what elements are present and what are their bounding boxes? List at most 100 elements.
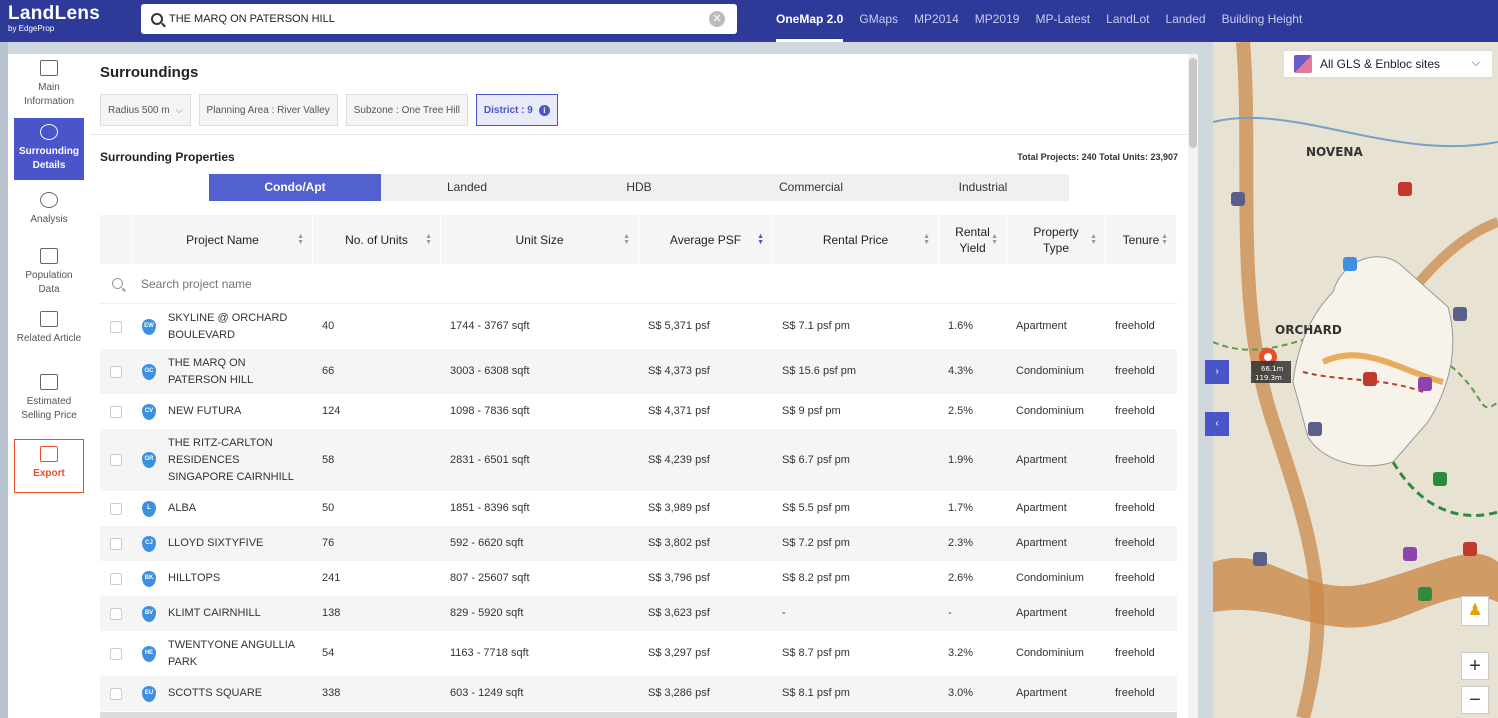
sort-icon[interactable]: ▲ ▼: [297, 232, 304, 246]
tab-mp2019[interactable]: MP2019: [974, 12, 1020, 26]
tab-mp2014[interactable]: MP2014: [914, 12, 959, 26]
clear-icon[interactable]: ✕: [709, 11, 725, 27]
table-row[interactable]: EW SKYLINE @ ORCHARD BOULEVARD 40 1744 - 37…: [100, 304, 1177, 349]
project-name[interactable]: ALBA: [168, 502, 197, 514]
pegman-icon[interactable]: ♟: [1461, 596, 1489, 626]
sort-icon[interactable]: ▲ ▼: [991, 232, 998, 246]
layer-dropdown[interactable]: All GLS & Enbloc sites ⌵: [1283, 50, 1493, 78]
nav-estimated-selling-price[interactable]: Estimated Selling Price: [14, 374, 84, 423]
table-row[interactable]: GC THE MARQ ON PATERSON HILL 66 3003 - 6308…: [100, 349, 1177, 394]
tab-hdb[interactable]: HDB: [626, 180, 652, 194]
nav-population-data[interactable]: Population Data: [14, 248, 84, 297]
row-checkbox[interactable]: [110, 537, 122, 550]
nav-label: Related Article: [16, 333, 82, 344]
tenure-cell: freehold: [1115, 365, 1155, 377]
property-type-cell: Apartment: [1016, 687, 1067, 699]
project-name[interactable]: SKYLINE @ ORCHARD BOULEVARD: [168, 311, 288, 341]
tab-condo-apt[interactable]: Condo/Apt: [209, 174, 381, 201]
unit-size-cell: 1098 - 7836 sqft: [450, 405, 530, 417]
row-checkbox[interactable]: [110, 687, 122, 700]
project-name[interactable]: NEW FUTURA: [168, 405, 242, 417]
rental-price-cell: S$ 6.7 psf pm: [782, 453, 850, 466]
table-row[interactable]: EU SCOTTS SQUARE 338 603 - 1249 sqft S$ 3,28…: [100, 676, 1177, 711]
table-row[interactable]: CJ LLOYD SIXTYFIVE 76 592 - 6620 sqft S$ 3,8…: [100, 526, 1177, 561]
row-checkbox[interactable]: [110, 647, 122, 660]
select-cell: [100, 454, 133, 466]
search-bar[interactable]: THE MARQ ON PATERSON HILL ✕: [141, 4, 737, 34]
unit-size-cell: 2831 - 6501 sqft: [450, 453, 530, 466]
logo[interactable]: LandLens by EdgeProp: [8, 4, 100, 34]
info-icon[interactable]: i: [538, 104, 550, 116]
header-unit-size[interactable]: Unit Size ▲ ▼: [441, 215, 639, 264]
project-name[interactable]: SCOTTS SQUARE: [168, 687, 263, 699]
project-name[interactable]: HILLTOPS: [168, 572, 221, 584]
header-rental-yield[interactable]: Rental Yield ▲ ▼: [939, 215, 1007, 264]
nav-main-information[interactable]: Main Information: [14, 60, 84, 109]
location-pin-icon: GC: [142, 363, 156, 380]
table-row[interactable]: HE TWENTYONE ANGULLIA PARK 54 1163 - 7718 s…: [100, 631, 1177, 676]
project-name[interactable]: THE RITZ-CARLTON RESIDENCES SINGAPORE CA…: [168, 436, 294, 483]
row-checkbox[interactable]: [110, 502, 122, 515]
project-name[interactable]: LLOYD SIXTYFIVE: [168, 537, 264, 549]
logo-sub: by EdgeProp: [8, 24, 55, 33]
units-cell: 66: [322, 365, 335, 377]
project-name[interactable]: THE MARQ ON PATERSON HILL: [168, 356, 254, 386]
header-label: Rental Price: [822, 232, 889, 247]
nav-analysis[interactable]: Analysis: [14, 192, 84, 227]
header-rental-price[interactable]: Rental Price ▲ ▼: [773, 215, 939, 264]
average-psf-cell: S$ 4,371 psf: [648, 405, 710, 417]
tab-landed[interactable]: Landed: [1165, 12, 1206, 26]
header-tenure[interactable]: Tenure ▲ ▼: [1106, 215, 1177, 264]
units-cell: 50: [322, 502, 335, 514]
sort-icon[interactable]: ▲ ▼: [1090, 232, 1097, 246]
map-canvas[interactable]: NOVENA ORCHARD 66.1m 119.3m: [1213, 42, 1498, 718]
nav-surrounding-details[interactable]: Surrounding Details: [14, 118, 84, 180]
sort-icon[interactable]: ▲ ▼: [1161, 232, 1168, 246]
zoom-out-button[interactable]: −: [1461, 686, 1489, 714]
table-row[interactable]: GR THE RITZ-CARLTON RESIDENCES SINGAPORE …: [100, 429, 1177, 491]
tab-landlot[interactable]: LandLot: [1106, 12, 1150, 26]
panel-expand-toggle[interactable]: ›: [1205, 360, 1229, 384]
measure-width: 66.1m: [1261, 365, 1284, 373]
sort-icon[interactable]: ▲ ▼: [425, 232, 432, 246]
tab-commercial[interactable]: Commercial: [778, 180, 843, 194]
nav-related-article[interactable]: Related Article: [14, 311, 84, 346]
sort-icon[interactable]: ▲ ▼: [623, 232, 630, 246]
sort-active-icon[interactable]: ▲ ▼: [757, 232, 764, 246]
header-property-type[interactable]: Property Type ▲ ▼: [1007, 215, 1106, 264]
scrollbar-thumb[interactable]: [1189, 58, 1197, 148]
header-units[interactable]: No. of Units ▲ ▼: [313, 215, 441, 264]
location-pin-icon: GR: [142, 452, 156, 468]
table-row[interactable]: BV KLIMT CAIRNHILL 138 829 - 5920 sqft S$ 3,…: [100, 596, 1177, 631]
project-name[interactable]: TWENTYONE ANGULLIA PARK: [168, 638, 295, 668]
row-checkbox[interactable]: [110, 607, 122, 620]
table-row[interactable]: L ALBA 50 1851 - 8396 sqft S$ 3,989 psf S$ 5.…: [100, 491, 1177, 526]
zoom-in-button[interactable]: +: [1461, 652, 1489, 680]
tab-industrial[interactable]: Industrial: [958, 180, 1008, 194]
radius-select[interactable]: Radius 500 m ⌵: [100, 94, 191, 126]
panel-collapse-toggle[interactable]: ‹: [1205, 412, 1229, 436]
header-average-psf[interactable]: Average PSF ▲ ▼: [639, 215, 773, 264]
row-checkbox[interactable]: [110, 572, 122, 585]
header-project-name[interactable]: Project Name ▲ ▼: [133, 215, 313, 264]
tab-building-height[interactable]: Building Height: [1221, 12, 1303, 26]
export-button[interactable]: Export: [14, 439, 84, 493]
sort-icon[interactable]: ▲ ▼: [923, 232, 930, 246]
project-name[interactable]: KLIMT CAIRNHILL: [168, 607, 261, 619]
property-type-cell: Apartment: [1016, 607, 1067, 619]
tab-onemap[interactable]: OneMap 2.0: [776, 0, 844, 42]
project-search-input[interactable]: [141, 276, 541, 291]
tab-gmaps[interactable]: GMaps: [859, 12, 899, 26]
row-checkbox[interactable]: [110, 454, 122, 466]
average-psf-cell: S$ 3,286 psf: [648, 687, 710, 699]
row-checkbox[interactable]: [110, 320, 122, 333]
panel-scrollbar[interactable]: [1188, 54, 1198, 718]
tab-mp-latest[interactable]: MP-Latest: [1035, 12, 1091, 26]
row-checkbox[interactable]: [110, 365, 122, 378]
row-checkbox[interactable]: [110, 405, 122, 418]
table-row[interactable]: BK HILLTOPS 241 807 - 25607 sqft S$ 3,796 ps…: [100, 561, 1177, 596]
table-row[interactable]: CV NEW FUTURA 124 1098 - 7836 sqft S$ 4,371 …: [100, 394, 1177, 429]
tab-landed-props[interactable]: Landed: [446, 180, 488, 194]
district-chip[interactable]: District : 9 i: [475, 94, 558, 126]
search-input[interactable]: THE MARQ ON PATERSON HILL: [169, 13, 335, 25]
